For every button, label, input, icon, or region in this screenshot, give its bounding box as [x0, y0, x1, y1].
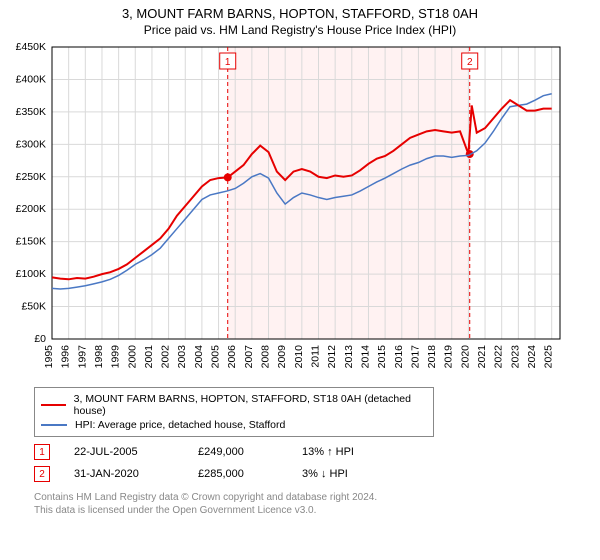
transaction-badge-icon: 1	[34, 444, 50, 460]
footnote-line: Contains HM Land Registry data © Crown c…	[34, 491, 590, 504]
transaction-date: 31-JAN-2020	[74, 468, 174, 480]
svg-text:2005: 2005	[210, 345, 222, 369]
svg-text:2012: 2012	[326, 345, 338, 369]
svg-text:2025: 2025	[543, 345, 555, 369]
svg-text:2023: 2023	[509, 345, 521, 369]
table-row: 2 31-JAN-2020 £285,000 3% ↓ HPI	[34, 463, 590, 485]
svg-text:£400K: £400K	[16, 73, 46, 85]
svg-text:2: 2	[467, 57, 473, 68]
svg-text:2008: 2008	[260, 345, 272, 369]
svg-text:1: 1	[225, 57, 231, 68]
svg-text:2002: 2002	[160, 345, 172, 369]
svg-text:1996: 1996	[60, 345, 72, 369]
chart-svg: £0 £50K £100K £150K £200K £250K £300K £350K £400…	[6, 41, 566, 381]
footnote: Contains HM Land Registry data © Crown c…	[34, 491, 590, 517]
svg-text:2024: 2024	[526, 345, 538, 369]
svg-text:2009: 2009	[276, 345, 288, 369]
svg-text:2004: 2004	[193, 345, 205, 369]
svg-text:£350K: £350K	[16, 106, 46, 118]
svg-text:2020: 2020	[459, 345, 471, 369]
page-subtitle: Price paid vs. HM Land Registry's House …	[0, 21, 600, 41]
legend: 3, MOUNT FARM BARNS, HOPTON, STAFFORD, S…	[34, 387, 434, 437]
table-row: 1 22-JUL-2005 £249,000 13% ↑ HPI	[34, 441, 590, 463]
svg-text:1997: 1997	[76, 345, 88, 369]
badge-number: 2	[39, 469, 45, 480]
svg-text:2003: 2003	[176, 345, 188, 369]
badge-number: 1	[39, 447, 45, 458]
transaction-badge-icon: 2	[34, 466, 50, 482]
svg-text:2021: 2021	[476, 345, 488, 369]
svg-text:2013: 2013	[343, 345, 355, 369]
svg-text:2001: 2001	[143, 345, 155, 369]
legend-swatch-icon	[41, 424, 67, 426]
legend-item: 3, MOUNT FARM BARNS, HOPTON, STAFFORD, S…	[41, 392, 427, 418]
svg-text:2022: 2022	[493, 345, 505, 369]
svg-text:2010: 2010	[293, 345, 305, 369]
svg-text:2011: 2011	[309, 345, 321, 368]
transaction-delta: 3% ↓ HPI	[302, 468, 382, 480]
transaction-date: 22-JUL-2005	[74, 446, 174, 458]
svg-text:£50K: £50K	[21, 301, 46, 313]
svg-text:2019: 2019	[443, 345, 455, 369]
legend-swatch-icon	[41, 404, 66, 406]
svg-text:£300K: £300K	[16, 138, 46, 150]
price-chart: £0 £50K £100K £150K £200K £250K £300K £350K £400…	[6, 41, 566, 381]
svg-text:2015: 2015	[376, 345, 388, 369]
svg-text:2007: 2007	[243, 345, 255, 369]
legend-label: 3, MOUNT FARM BARNS, HOPTON, STAFFORD, S…	[74, 393, 427, 417]
svg-text:£150K: £150K	[16, 236, 46, 248]
svg-text:2016: 2016	[393, 345, 405, 369]
svg-text:£450K: £450K	[16, 41, 46, 53]
svg-text:2018: 2018	[426, 345, 438, 369]
svg-text:2014: 2014	[359, 345, 371, 369]
svg-text:2017: 2017	[409, 345, 421, 369]
transaction-delta: 13% ↑ HPI	[302, 446, 382, 458]
page-title: 3, MOUNT FARM BARNS, HOPTON, STAFFORD, S…	[0, 0, 600, 21]
transaction-price: £249,000	[198, 446, 278, 458]
svg-text:£200K: £200K	[16, 203, 46, 215]
svg-text:£0: £0	[34, 333, 46, 345]
svg-text:1999: 1999	[110, 345, 122, 369]
legend-item: HPI: Average price, detached house, Staf…	[41, 418, 427, 432]
svg-text:1998: 1998	[93, 345, 105, 369]
svg-text:2006: 2006	[226, 345, 238, 369]
transaction-table: 1 22-JUL-2005 £249,000 13% ↑ HPI 2 31-JA…	[34, 441, 590, 485]
transaction-price: £285,000	[198, 468, 278, 480]
footnote-line: This data is licensed under the Open Gov…	[34, 504, 590, 517]
svg-text:2000: 2000	[126, 345, 138, 369]
svg-text:1995: 1995	[43, 345, 55, 369]
legend-label: HPI: Average price, detached house, Staf…	[75, 419, 285, 431]
svg-text:£250K: £250K	[16, 171, 46, 183]
svg-text:£100K: £100K	[16, 268, 46, 280]
